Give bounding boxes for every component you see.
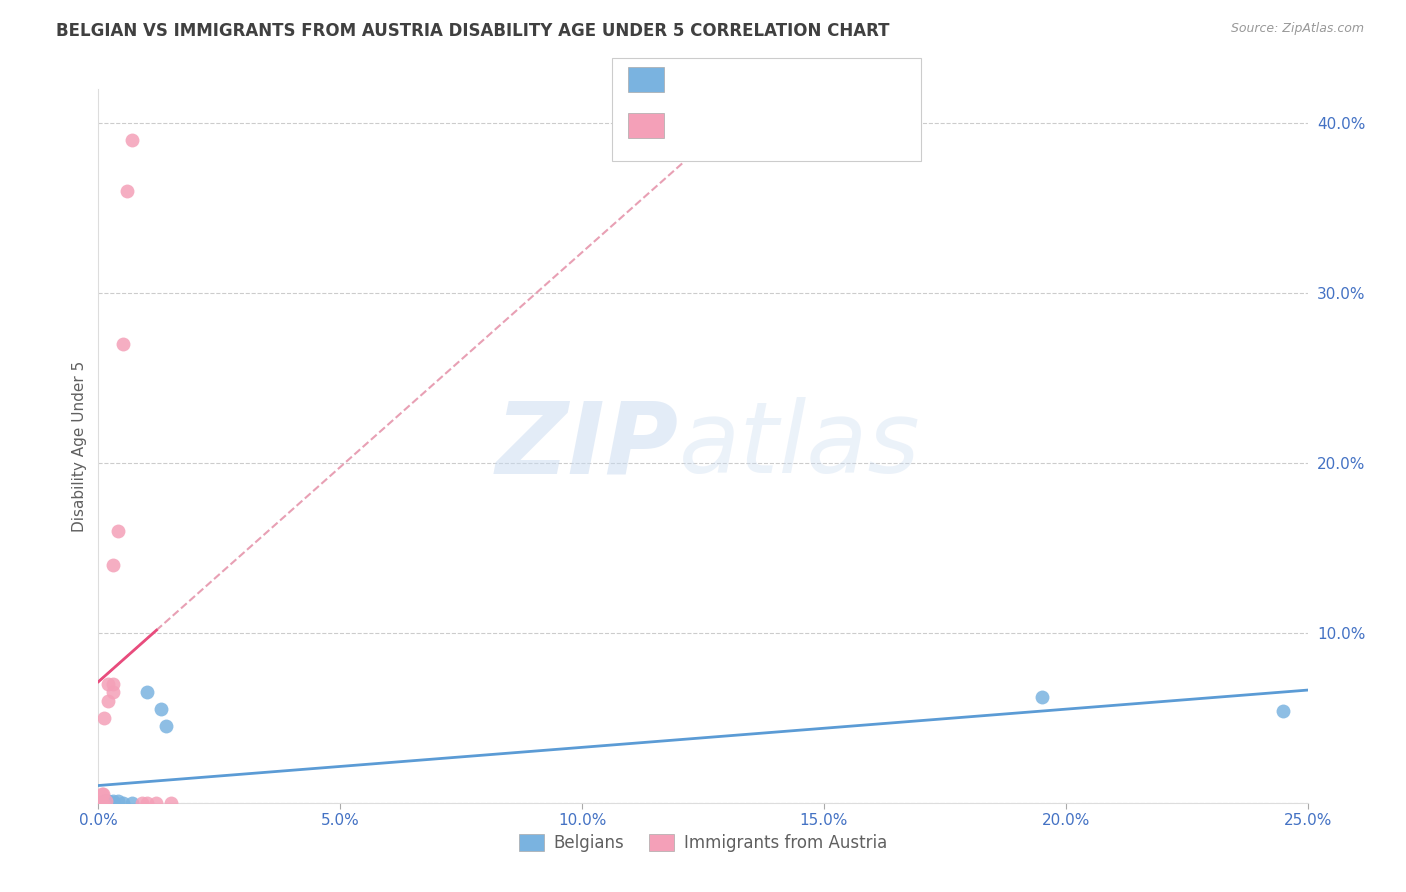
Legend: Belgians, Immigrants from Austria: Belgians, Immigrants from Austria (512, 827, 894, 859)
Point (121, 133, 143, 147)
Text: atlas: atlas (679, 398, 921, 494)
Point (101, 677, 124, 691)
Point (150, 702, 173, 716)
Point (135, 796, 157, 810)
Point (91, 787, 114, 801)
Point (111, 337, 134, 351)
Point (145, 796, 167, 810)
Point (1031, 690, 1053, 705)
Text: R = 0.436    N =  20: R = 0.436 N = 20 (675, 116, 856, 134)
Point (93, 711, 115, 725)
Point (91, 787, 114, 801)
Point (107, 794, 129, 808)
Point (160, 796, 183, 810)
Y-axis label: Disability Age Under 5: Disability Age Under 5 (72, 360, 87, 532)
Point (89, 796, 111, 810)
Point (91, 796, 114, 810)
Point (97, 794, 120, 808)
Point (97, 694, 120, 708)
Point (111, 796, 134, 810)
Point (121, 796, 143, 810)
Point (1272, 704, 1295, 718)
Point (101, 796, 124, 810)
Point (94, 794, 117, 808)
Point (101, 685, 124, 699)
Point (93, 794, 115, 808)
Text: Source: ZipAtlas.com: Source: ZipAtlas.com (1230, 22, 1364, 36)
Point (90, 796, 112, 810)
Point (155, 719, 177, 733)
Point (90, 796, 112, 810)
Text: ZIP: ZIP (496, 398, 679, 494)
Point (94, 794, 117, 808)
Point (135, 685, 157, 699)
Point (91, 796, 114, 810)
Point (131, 796, 153, 810)
Point (107, 524, 129, 538)
Point (117, 184, 139, 198)
Point (97, 794, 120, 808)
Text: BELGIAN VS IMMIGRANTS FROM AUSTRIA DISABILITY AGE UNDER 5 CORRELATION CHART: BELGIAN VS IMMIGRANTS FROM AUSTRIA DISAB… (56, 22, 890, 40)
Text: R =  0.174    N =  17: R = 0.174 N = 17 (675, 71, 863, 89)
Point (101, 794, 124, 808)
Point (101, 558, 124, 572)
Point (91, 796, 114, 810)
Point (97, 677, 120, 691)
